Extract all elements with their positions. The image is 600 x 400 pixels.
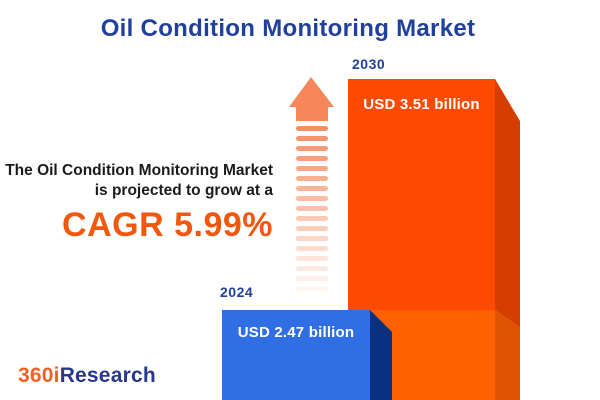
growth-arrow-stripe xyxy=(296,216,328,221)
growth-arrow-head xyxy=(289,77,334,121)
growth-arrow-stripe xyxy=(296,156,328,161)
growth-arrow-stripe xyxy=(296,246,328,251)
bar-2030-side-lower xyxy=(495,310,520,400)
growth-arrow-stripe xyxy=(296,186,328,191)
bar-2030 xyxy=(348,79,520,400)
cagr-value: CAGR 5.99% xyxy=(62,206,273,244)
growth-arrow-stripe xyxy=(296,126,328,131)
bar-2030-front-upper xyxy=(348,79,495,310)
growth-arrow-stripes xyxy=(296,126,328,291)
year-label-2024: 2024 xyxy=(220,284,254,300)
growth-arrow-stripe xyxy=(296,166,328,171)
growth-annotation: The Oil Condition Monitoring Market is p… xyxy=(0,161,273,245)
growth-arrow-stripe xyxy=(296,266,328,271)
page-title: Oil Condition Monitoring Market xyxy=(100,15,476,42)
growth-arrow-stripe xyxy=(296,176,328,181)
bar-2024 xyxy=(222,310,392,400)
bar-value-2030: USD 3.51 billion xyxy=(363,96,480,113)
growth-arrow-stripe xyxy=(296,286,328,291)
bar-2024-front xyxy=(222,310,370,400)
bar-value-2024: USD 2.47 billion xyxy=(237,324,355,341)
brand-logo-360i: 360i xyxy=(18,364,60,387)
annotation-line-2: is projected to grow at a xyxy=(94,182,273,199)
growth-arrow-stripe xyxy=(296,196,328,201)
growth-arrow-stripe xyxy=(296,256,328,261)
bar-2030-side-upper xyxy=(495,79,520,328)
growth-arrow-icon xyxy=(289,77,334,291)
bar-2024-side xyxy=(370,310,392,400)
growth-arrow-stripe xyxy=(296,276,328,281)
brand-logo-research: Research xyxy=(59,364,156,387)
annotation-line-1: The Oil Condition Monitoring Market xyxy=(5,162,273,179)
growth-arrow-stripe xyxy=(296,206,328,211)
growth-arrow-stripe xyxy=(296,146,328,151)
brand-logo: 360iResearch xyxy=(18,364,156,388)
growth-arrow-stripe xyxy=(296,136,328,141)
growth-arrow-stripe xyxy=(296,236,328,241)
year-label-2030: 2030 xyxy=(352,56,386,72)
growth-arrow-stripe xyxy=(296,226,328,231)
